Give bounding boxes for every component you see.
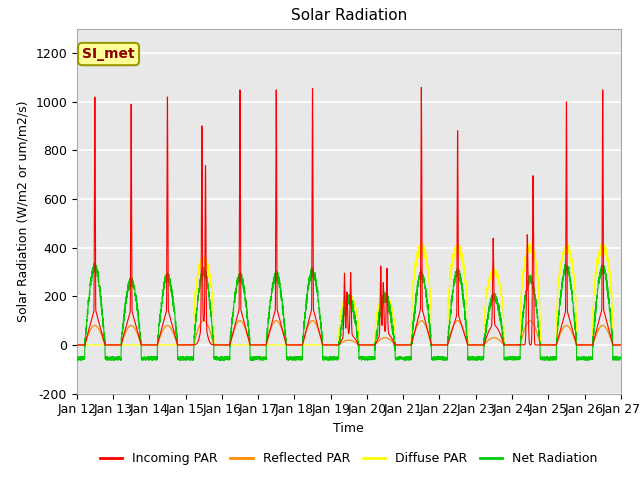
- Legend: Incoming PAR, Reflected PAR, Diffuse PAR, Net Radiation: Incoming PAR, Reflected PAR, Diffuse PAR…: [95, 447, 603, 470]
- X-axis label: Time: Time: [333, 422, 364, 435]
- Y-axis label: Solar Radiation (W/m2 or um/m2/s): Solar Radiation (W/m2 or um/m2/s): [17, 100, 29, 322]
- Text: SI_met: SI_met: [82, 47, 135, 61]
- Title: Solar Radiation: Solar Radiation: [291, 9, 407, 24]
